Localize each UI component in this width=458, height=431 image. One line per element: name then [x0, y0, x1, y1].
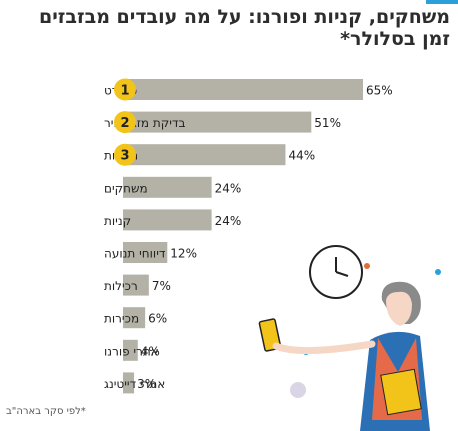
- arm: [272, 340, 376, 354]
- bar-value-label: 24%: [215, 214, 242, 228]
- bar-value-label: 12%: [170, 247, 197, 261]
- category-label: מכירות: [104, 312, 139, 326]
- rank-badge-label: 3: [120, 149, 129, 164]
- rank-badge: [114, 143, 136, 166]
- bar-value-label: 44%: [288, 149, 315, 163]
- bar: [123, 209, 212, 231]
- bars-layer: 65%ספורט151%בדיקת מזג אוויר244%חדשות324%…: [104, 78, 393, 394]
- rank-badge-label: 1: [120, 84, 129, 99]
- face: [386, 291, 412, 326]
- bar: [123, 111, 312, 133]
- category-label: אתרי דייטינג: [104, 377, 165, 391]
- illustration: [258, 245, 441, 431]
- title-line-1: משחקים, קניות ופורנו: על מה עובדים מבזבז…: [38, 6, 450, 28]
- bar: [123, 274, 149, 296]
- rank-badge: [114, 78, 136, 101]
- category-label: דיווחי תנועה: [104, 247, 166, 261]
- category-label: משחקים: [104, 181, 148, 195]
- bar-value-label: 7%: [152, 279, 171, 293]
- page-title: משחקים, קניות ופורנו: על מה עובדים מבזבז…: [10, 6, 450, 50]
- category-label: קניות: [104, 214, 131, 228]
- category-label: אתרי פורנו: [104, 344, 159, 358]
- category-label: רכילות: [104, 279, 138, 293]
- rank-badge-label: 2: [120, 116, 129, 131]
- bar: [123, 176, 212, 198]
- dot-decoration: [435, 269, 441, 275]
- footnote: *לפי סקר בארה"ב: [6, 406, 86, 417]
- title-line-2: זמן בסלולר*: [340, 28, 450, 50]
- bar-value-label: 3%: [137, 377, 156, 391]
- dot-decoration: [364, 263, 370, 269]
- bar-value-label: 51%: [314, 116, 341, 130]
- bar: [123, 372, 135, 394]
- folder-icon: [380, 368, 422, 416]
- dot-decoration: [290, 382, 306, 398]
- accent-bar: [426, 0, 458, 4]
- bar: [123, 144, 286, 166]
- bar-value-label: 6%: [148, 312, 167, 326]
- bar: [123, 79, 363, 100]
- bar-value-label: 4%: [141, 344, 160, 358]
- bar: [123, 307, 146, 329]
- bar: [123, 242, 168, 263]
- bar-value-label: 65%: [366, 84, 393, 98]
- bar-value-label: 24%: [215, 181, 242, 195]
- rank-badge: [114, 111, 136, 134]
- bar: [123, 339, 138, 361]
